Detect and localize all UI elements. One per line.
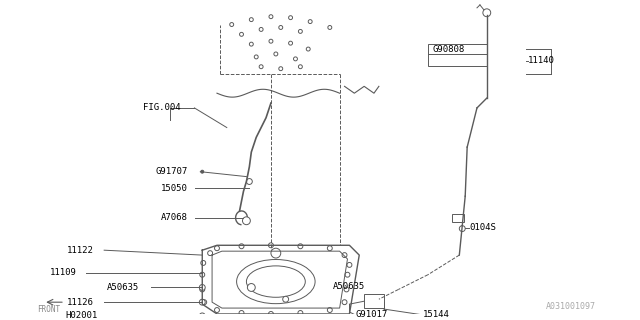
Text: A7068: A7068: [161, 213, 188, 222]
Text: 11109: 11109: [50, 268, 77, 277]
Circle shape: [345, 272, 350, 277]
Circle shape: [327, 308, 332, 313]
Text: H02001: H02001: [65, 311, 97, 320]
Circle shape: [200, 287, 205, 292]
Circle shape: [269, 311, 273, 316]
Circle shape: [214, 308, 220, 313]
Circle shape: [202, 300, 207, 305]
Text: 0104S: 0104S: [469, 223, 496, 232]
Circle shape: [269, 243, 273, 248]
Text: FIG.004: FIG.004: [143, 103, 181, 112]
Circle shape: [344, 287, 349, 292]
Bar: [364, 294, 384, 308]
Text: FRONT: FRONT: [37, 305, 61, 314]
Circle shape: [248, 284, 255, 292]
Circle shape: [239, 244, 244, 249]
Text: A50635: A50635: [333, 282, 365, 291]
Text: 15144: 15144: [423, 310, 450, 319]
Circle shape: [342, 300, 347, 305]
Circle shape: [243, 217, 250, 225]
Circle shape: [327, 246, 332, 251]
Text: 11140: 11140: [528, 56, 555, 65]
Circle shape: [200, 272, 205, 277]
Circle shape: [207, 251, 212, 256]
Circle shape: [201, 260, 205, 265]
Circle shape: [298, 310, 303, 316]
Text: 15050: 15050: [161, 184, 188, 193]
Circle shape: [347, 262, 352, 267]
Circle shape: [199, 299, 205, 305]
Circle shape: [483, 9, 491, 17]
Bar: [452, 214, 464, 222]
Circle shape: [271, 248, 281, 258]
Circle shape: [460, 226, 465, 232]
Circle shape: [201, 170, 204, 173]
Text: 11126: 11126: [67, 298, 93, 307]
Text: G90808: G90808: [433, 44, 465, 53]
Circle shape: [246, 179, 252, 184]
Circle shape: [298, 244, 303, 249]
Text: A50635: A50635: [107, 283, 140, 292]
Text: 11122: 11122: [67, 246, 93, 255]
Circle shape: [283, 296, 289, 302]
Circle shape: [214, 246, 220, 251]
Circle shape: [199, 313, 205, 319]
Bar: [428, 44, 487, 66]
Text: G91017: G91017: [355, 310, 388, 319]
Text: G91707: G91707: [155, 167, 188, 176]
Circle shape: [239, 310, 244, 316]
Text: A031001097: A031001097: [546, 302, 596, 311]
Circle shape: [199, 284, 205, 291]
Circle shape: [342, 252, 347, 258]
